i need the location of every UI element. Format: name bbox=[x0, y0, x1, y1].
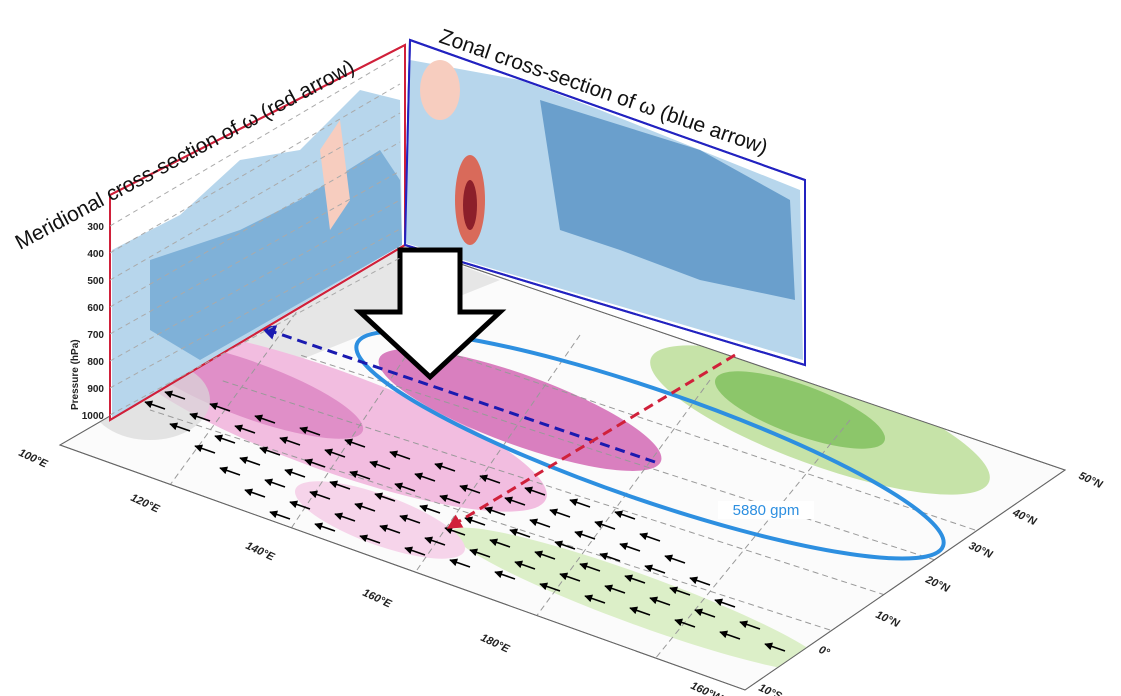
longitude-label: 180°E bbox=[479, 632, 512, 656]
pressure-axis-label: Pressure (hPa) bbox=[70, 339, 81, 410]
longitude-label: 140°E bbox=[244, 540, 277, 564]
latitude-label: 10°N bbox=[874, 609, 902, 631]
contour-label: 5880 gpm bbox=[733, 502, 800, 519]
pressure-tick-label: 900 bbox=[87, 384, 104, 395]
longitude-label: 100°E bbox=[17, 447, 50, 471]
latitude-label: 30°N bbox=[967, 540, 995, 562]
longitude-label: 120°E bbox=[129, 492, 162, 516]
longitude-label: 160°E bbox=[361, 587, 394, 611]
pressure-tick-label: 500 bbox=[87, 276, 104, 287]
figure: 5880 gpm Meridional cross-section of ω (… bbox=[0, 0, 1121, 696]
latitude-label: 50°N bbox=[1077, 470, 1105, 492]
pressure-tick-label: 400 bbox=[87, 249, 104, 260]
longitude-label: 160°W bbox=[689, 680, 726, 696]
pressure-tick-label: 600 bbox=[87, 303, 104, 314]
pressure-tick-label: 1000 bbox=[82, 411, 105, 422]
pressure-tick-label: 800 bbox=[87, 357, 104, 368]
pressure-tick-label: 700 bbox=[87, 330, 104, 341]
latitude-label: 40°N bbox=[1010, 506, 1039, 528]
latitude-label: 10°S bbox=[757, 682, 784, 696]
latitude-label: 0° bbox=[817, 644, 832, 660]
pressure-tick-label: 300 bbox=[87, 222, 104, 233]
latitude-label: 20°N bbox=[923, 573, 952, 595]
